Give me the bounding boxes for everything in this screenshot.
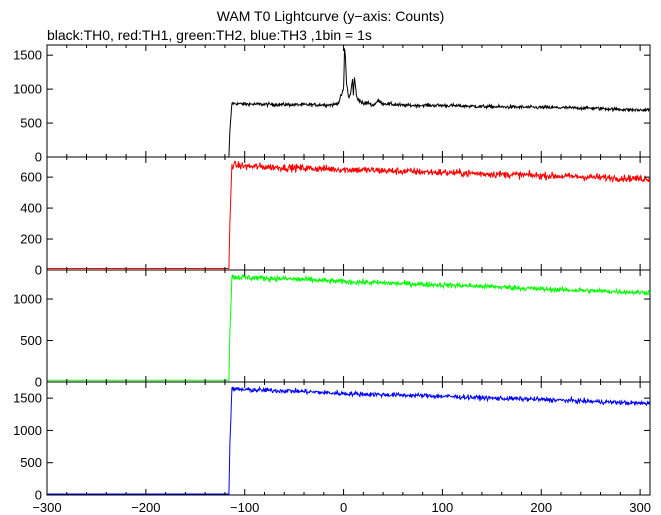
y-tick-label-th0: 0 bbox=[35, 150, 42, 165]
lightcurve-th1 bbox=[47, 160, 651, 269]
lightcurve-th0 bbox=[47, 48, 651, 158]
panel-frame-th0 bbox=[46, 44, 651, 158]
chart-subtitle: black:TH0, red:TH1, green:TH2, blue:TH3 … bbox=[47, 27, 372, 43]
panel-frame-th1 bbox=[46, 156, 651, 271]
y-tick-label-th3: 1000 bbox=[13, 423, 42, 438]
y-tick-label-th2: 0 bbox=[35, 375, 42, 390]
lightcurve-th2 bbox=[47, 273, 651, 381]
panel-frame-th2 bbox=[46, 269, 651, 383]
y-tick-label-th2: 1000 bbox=[13, 292, 42, 307]
x-tick-label: −200 bbox=[131, 500, 160, 515]
y-tick-label-th0: 500 bbox=[20, 116, 42, 131]
panel-frame-th3 bbox=[46, 381, 651, 496]
x-tick-label: 200 bbox=[530, 500, 552, 515]
y-tick-label-th1: 0 bbox=[35, 263, 42, 278]
x-tick-label: 300 bbox=[629, 500, 651, 515]
y-tick-label-th3: 500 bbox=[20, 455, 42, 470]
x-tick-label: −300 bbox=[32, 500, 61, 515]
y-tick-label-th3: 0 bbox=[35, 488, 42, 503]
chart-title: WAM T0 Lightcurve (y−axis: Counts) bbox=[216, 8, 445, 24]
y-tick-label-th1: 400 bbox=[20, 201, 42, 216]
lightcurve-th3 bbox=[47, 385, 651, 495]
y-tick-label-th0: 1500 bbox=[13, 48, 42, 63]
y-tick-label-th3: 1500 bbox=[13, 391, 42, 406]
x-tick-label: 0 bbox=[340, 500, 347, 515]
y-tick-label-th1: 200 bbox=[20, 232, 42, 247]
y-tick-label-th1: 600 bbox=[20, 170, 42, 185]
x-tick-label: −100 bbox=[230, 500, 259, 515]
x-tick-label: 100 bbox=[432, 500, 454, 515]
y-tick-label-th0: 1000 bbox=[13, 82, 42, 97]
y-tick-label-th2: 500 bbox=[20, 333, 42, 348]
